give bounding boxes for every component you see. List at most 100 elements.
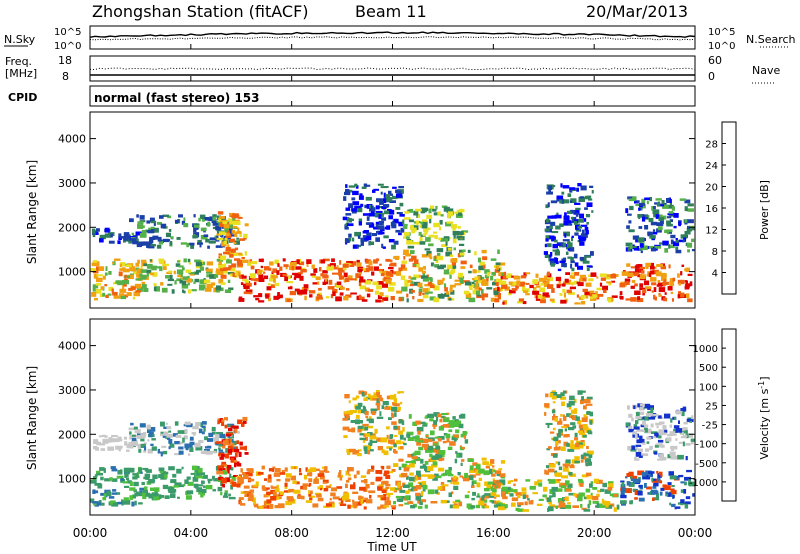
velocity-echo-cell	[387, 493, 391, 497]
power-echo-cell	[469, 287, 473, 290]
power-echo-cell	[653, 294, 656, 300]
power-echo-cell	[146, 245, 153, 248]
power-echo-cell	[580, 276, 587, 282]
velocity-echo-cell	[583, 405, 587, 410]
velocity-echo-cell	[581, 396, 584, 401]
velocity-echo-cell	[453, 485, 459, 490]
power-echo-cell	[198, 286, 205, 291]
power-echo-cell	[122, 285, 125, 290]
velocity-echo-cell	[461, 459, 465, 462]
power-echo-cell	[566, 245, 569, 250]
power-echo-cell	[416, 263, 420, 268]
power-echo-cell	[571, 267, 575, 272]
power-echo-cell	[664, 292, 667, 295]
power-echo-cell	[413, 259, 419, 264]
power-echo-cell	[499, 280, 507, 285]
velocity-echo-cell	[438, 450, 446, 455]
velocity-echo-cell	[166, 436, 171, 440]
velocity-echo-cell	[517, 508, 524, 512]
velocity-echo-cell	[186, 423, 193, 428]
velocity-echo-cell	[388, 417, 392, 420]
velocity-echo-cell	[499, 473, 506, 478]
velocity-echo-cell	[444, 469, 452, 475]
power-echo-cell	[130, 238, 137, 243]
power-echo-cell	[640, 250, 643, 254]
power-echo-cell	[153, 222, 156, 226]
power-echo-cell	[343, 272, 348, 278]
power-echo-cell	[342, 267, 347, 271]
power-echo-cell	[349, 278, 357, 281]
velocity-echo-cell	[584, 458, 591, 463]
velocity-echo-cell	[621, 482, 625, 487]
power-echo-cell	[417, 282, 423, 288]
velocity-echo-cell	[281, 469, 285, 474]
velocity-echo-cell	[684, 476, 691, 481]
power-echo-cell	[379, 263, 382, 266]
velocity-echo-cell	[571, 409, 578, 414]
velocity-echo-cell	[551, 396, 557, 400]
velocity-echo-cell	[678, 474, 684, 478]
power-echo-cell	[369, 204, 372, 209]
power-echo-cell	[194, 227, 199, 230]
velocity-echo-cell	[417, 498, 420, 501]
power-echo-cell	[288, 275, 291, 280]
power-echo-cell	[294, 273, 301, 279]
power-echo-cell	[436, 255, 444, 261]
power-echo-cell	[563, 231, 570, 237]
velocity-echo-cell	[207, 479, 211, 484]
power-echo-cell	[685, 280, 688, 286]
velocity-echo-cell	[364, 426, 369, 431]
velocity-echo-cell	[565, 459, 571, 464]
power-echo-cell	[96, 228, 100, 232]
velocity-echo-cell	[525, 479, 531, 482]
velocity-echo-cell	[365, 416, 368, 419]
velocity-echo-cell	[570, 440, 574, 445]
velocity-echo-cell	[581, 474, 589, 478]
velocity-echo-cell	[424, 504, 428, 509]
power-echo-cell	[495, 262, 501, 266]
power-echo-cell	[655, 271, 662, 277]
velocity-echo-cell	[511, 502, 516, 507]
power-echo-cell	[349, 218, 352, 223]
velocity-echo-cell	[391, 507, 396, 510]
power-echo-cell	[269, 261, 274, 266]
power-echo-cell	[522, 286, 526, 292]
velocity-echo-cell	[131, 441, 137, 446]
power-echo-cell	[186, 242, 190, 248]
power-echo-cell	[666, 216, 672, 219]
power-echo-cell	[368, 212, 375, 217]
velocity-echo-cell	[174, 482, 180, 488]
velocity-echo-cell	[220, 481, 224, 486]
velocity-echo-cell	[570, 422, 576, 426]
velocity-colorbar-tick-label: -25	[702, 421, 718, 432]
velocity-echo-cell	[162, 484, 169, 490]
velocity-echo-cell	[425, 448, 432, 453]
velocity-echo-cell	[669, 502, 672, 506]
power-echo-cell	[535, 285, 541, 288]
power-echo-cell	[597, 293, 604, 297]
power-echo-cell	[649, 197, 652, 202]
power-echo-cell	[234, 232, 238, 237]
velocity-echo-cell	[339, 503, 347, 506]
power-echo-cell	[432, 264, 439, 267]
velocity-echo-cell	[490, 492, 497, 496]
power-echo-cell	[569, 275, 573, 279]
velocity-echo-cell	[442, 424, 449, 428]
power-echo-cell	[652, 229, 656, 232]
power-echo-cell	[480, 289, 484, 294]
velocity-echo-cell	[426, 439, 433, 442]
power-echo-cell	[509, 289, 516, 294]
power-echo-cell	[681, 264, 685, 267]
power-echo-cell	[376, 198, 383, 203]
velocity-echo-cell	[308, 472, 313, 477]
power-echo-cell	[141, 284, 147, 289]
power-echo-cell	[375, 237, 380, 242]
velocity-echo-cell	[395, 406, 401, 411]
power-echo-cell	[592, 294, 596, 299]
velocity-echo-cell	[132, 473, 139, 476]
power-echo-cell	[406, 293, 409, 298]
velocity-echo-cell	[486, 484, 492, 490]
velocity-echo-cell	[231, 439, 234, 443]
power-echo-cell	[452, 265, 457, 269]
power-echo-cell	[169, 274, 173, 279]
